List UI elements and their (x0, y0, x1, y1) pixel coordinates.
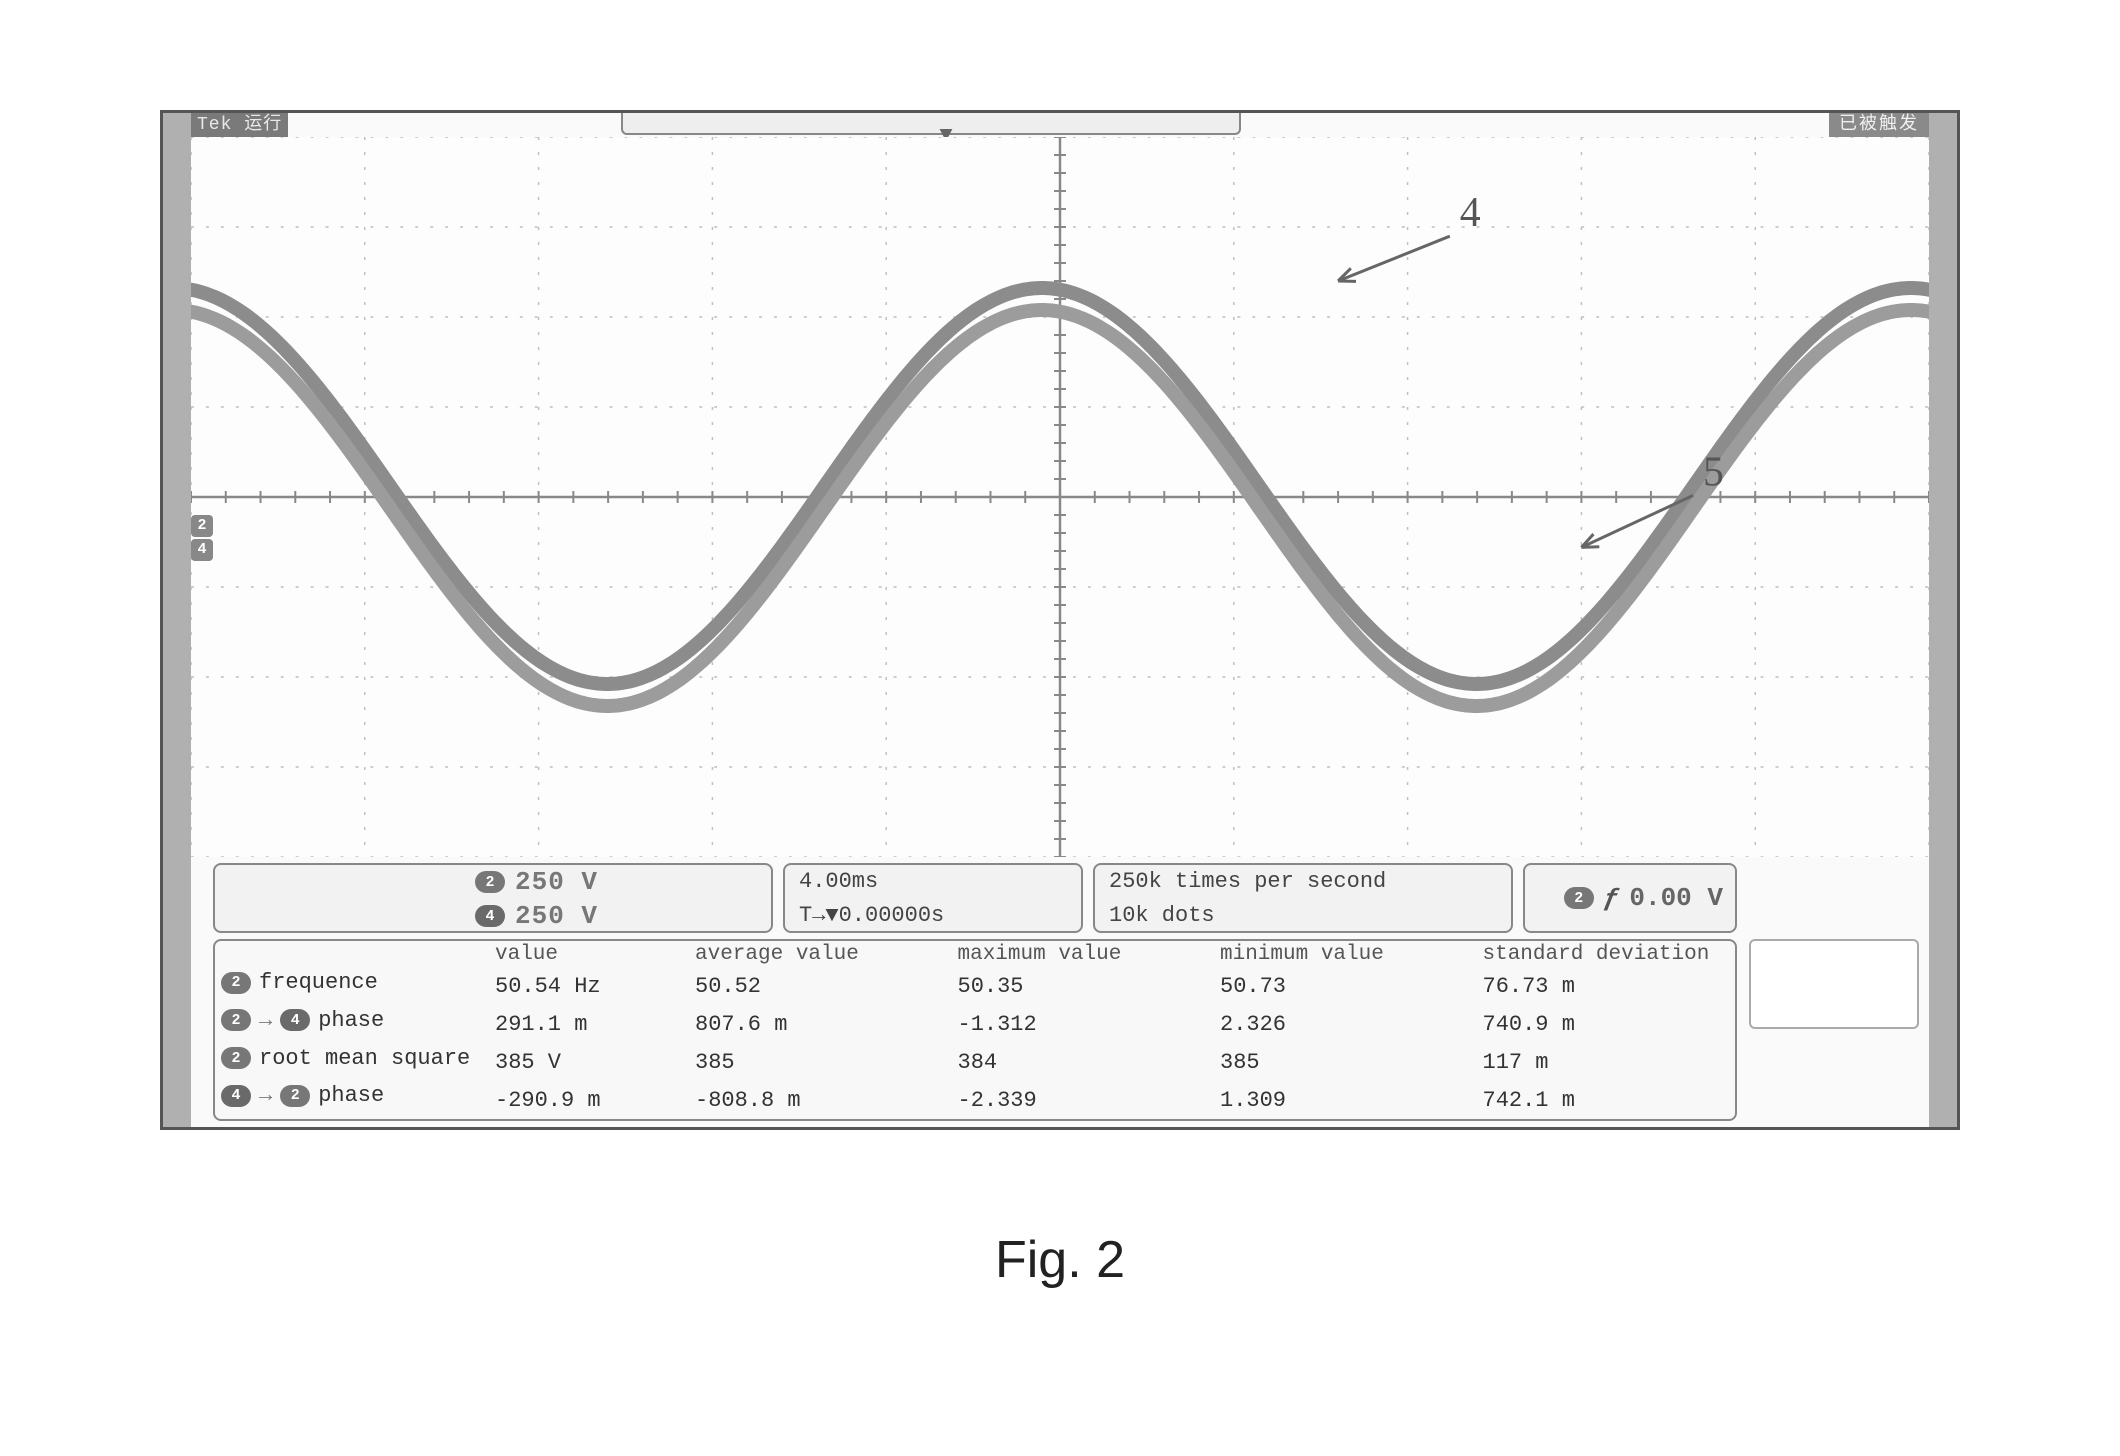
meas-label: 2 frequence (215, 968, 485, 997)
left-gutter (163, 113, 191, 1127)
run-status-badge: Tek 运行 (191, 113, 288, 137)
meas-value: 384 (948, 1044, 1211, 1082)
table-row: 2 frequence50.54 Hz50.5250.3550.7376.73 … (215, 968, 1735, 1006)
channel-2-vdiv: 250 V (515, 867, 598, 897)
meas-header (215, 941, 485, 968)
acquisition-box: 250k times per second 10k dots (1093, 863, 1513, 933)
meas-value: -290.9 m (485, 1081, 685, 1119)
channel-scale-box: 2 250 V 4 250 V (213, 863, 773, 933)
meas-value: 1.309 (1210, 1081, 1473, 1119)
oscilloscope-screen: Tek 运行 ▼ 已被触发 4 5 2 4 2 250 V 4 250 V (160, 110, 1960, 1130)
table-row: 2 root mean square385 V385384385117 m (215, 1044, 1735, 1082)
meas-value: 291.1 m (485, 1006, 685, 1044)
timebase-box: 4.00ms T→▼0.00000s (783, 863, 1083, 933)
channel-chip: 4 (280, 1009, 310, 1031)
meas-header: standard deviation (1473, 941, 1736, 968)
svg-text:5: 5 (1703, 449, 1724, 495)
channel-2-marker: 2 (191, 515, 213, 537)
channel-chip: 2 (221, 972, 251, 994)
channel-chip: 2 (221, 1047, 251, 1069)
trigger-level: 0.00 V (1629, 883, 1723, 913)
channel-4-chip: 4 (475, 905, 505, 927)
meas-header: value (485, 941, 685, 968)
meas-header: maximum value (948, 941, 1211, 968)
time-delay: T→▼0.00000s (785, 899, 1081, 933)
time-per-div: 4.00ms (785, 865, 1081, 899)
meas-value: 50.73 (1210, 968, 1473, 1006)
meas-value: 385 (685, 1044, 948, 1082)
record-length: 10k dots (1095, 899, 1511, 933)
figure-caption: Fig. 2 (0, 1230, 2120, 1290)
trigger-edge-icon: ƒ (1604, 883, 1620, 913)
meas-value: 385 (1210, 1044, 1473, 1082)
meas-value: -2.339 (948, 1081, 1211, 1119)
meas-header: minimum value (1210, 941, 1473, 968)
trigger-status-badge: 已被触发 (1829, 113, 1929, 137)
meas-value: 2.326 (1210, 1006, 1473, 1044)
meas-header: average value (685, 941, 948, 968)
channel-chip: 2 (221, 1009, 251, 1031)
channel-4-marker: 4 (191, 539, 213, 561)
channel-4-vdiv: 250 V (515, 901, 598, 931)
channel-chip: 2 (280, 1085, 310, 1107)
meas-value: -808.8 m (685, 1081, 948, 1119)
meas-label: 4→2 phase (215, 1081, 485, 1110)
table-row: 2→4 phase291.1 m807.6 m-1.3122.326740.9 … (215, 1006, 1735, 1044)
meas-value: 740.9 m (1473, 1006, 1736, 1044)
channel-2-chip: 2 (475, 871, 505, 893)
trigger-box: 2 ƒ 0.00 V (1523, 863, 1737, 933)
trigger-source-chip: 2 (1564, 887, 1594, 909)
meas-value: 385 V (485, 1044, 685, 1082)
right-gutter (1929, 113, 1957, 1127)
meas-value: 50.35 (948, 968, 1211, 1006)
top-bar: Tek 运行 ▼ 已被触发 (191, 113, 1929, 137)
side-panel-blank (1749, 939, 1919, 1029)
meas-value: 742.1 m (1473, 1081, 1736, 1119)
meas-value: 50.54 Hz (485, 968, 685, 1006)
measurements-table: valueaverage valuemaximum valueminimum v… (213, 939, 1737, 1121)
meas-value: 117 m (1473, 1044, 1736, 1082)
channel-chip: 4 (221, 1085, 251, 1107)
table-row: 4→2 phase-290.9 m-808.8 m-2.3391.309742.… (215, 1081, 1735, 1119)
meas-value: 50.52 (685, 968, 948, 1006)
info-row: 2 250 V 4 250 V 4.00ms T→▼0.00000s 250k … (213, 863, 1737, 933)
meas-value: 807.6 m (685, 1006, 948, 1044)
meas-value: 76.73 m (1473, 968, 1736, 1006)
waveform-plot: 4 5 2 4 (191, 137, 1929, 857)
meas-label: 2→4 phase (215, 1006, 485, 1035)
svg-text:4: 4 (1460, 190, 1481, 236)
meas-value: -1.312 (948, 1006, 1211, 1044)
sample-rate: 250k times per second (1095, 865, 1511, 899)
meas-label: 2 root mean square (215, 1044, 485, 1073)
